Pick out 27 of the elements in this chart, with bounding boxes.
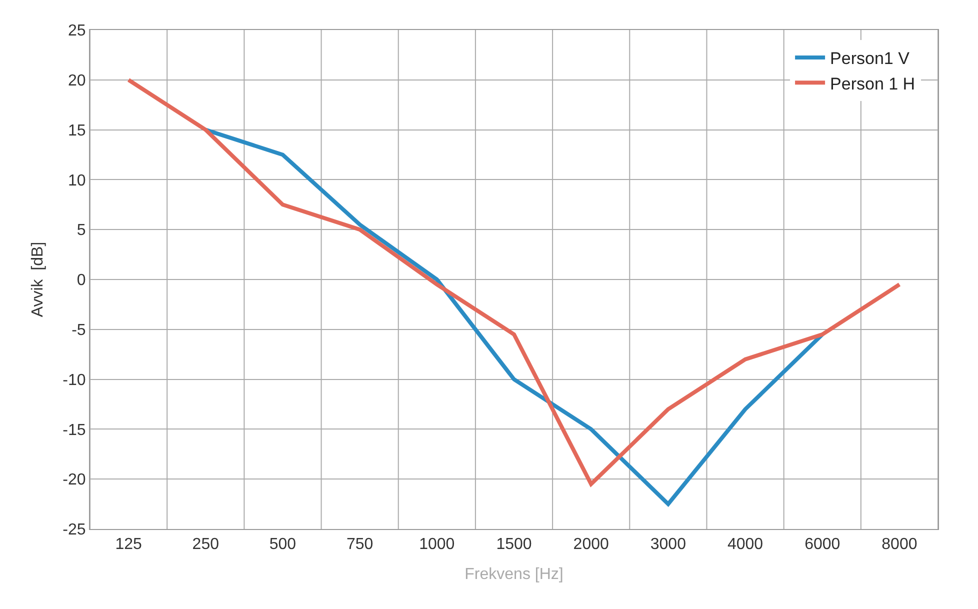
y-tick-label: -20 [62,472,86,489]
y-tick-label: -15 [62,422,86,439]
y-tick-label: 5 [76,222,86,240]
x-tick-label: 8000 [882,536,918,554]
legend-label: Person1 V [830,49,910,68]
y-tick-label: 25 [68,22,86,40]
x-tick-label: 1000 [419,536,455,554]
x-axis-title: Frekvens [Hz] [464,566,564,583]
line-series [126,78,902,486]
y-tick-label: 0 [76,272,86,290]
x-tick-label: 6000 [804,536,840,554]
x-tick-label: 4000 [727,536,764,554]
y-tick-label: 10 [68,172,86,190]
y-axis-title: Avvik [dB] [30,242,47,318]
y-tick-label: 20 [68,72,86,90]
y-tick-label: -25 [62,522,86,539]
x-tick-label: 3000 [650,536,686,554]
y-tick-label: -10 [62,372,86,389]
legend-label: Person 1 H [830,74,916,94]
x-tick-label: 500 [269,536,296,554]
x-tick-label: 2000 [573,536,609,554]
x-tick-label: 1500 [496,536,532,554]
x-tick-label: 750 [346,536,374,554]
x-tick-label: 125 [115,536,142,554]
y-tick-label: 15 [68,122,86,140]
x-tick-label: 250 [192,536,220,554]
y-tick-label: -5 [72,322,86,339]
